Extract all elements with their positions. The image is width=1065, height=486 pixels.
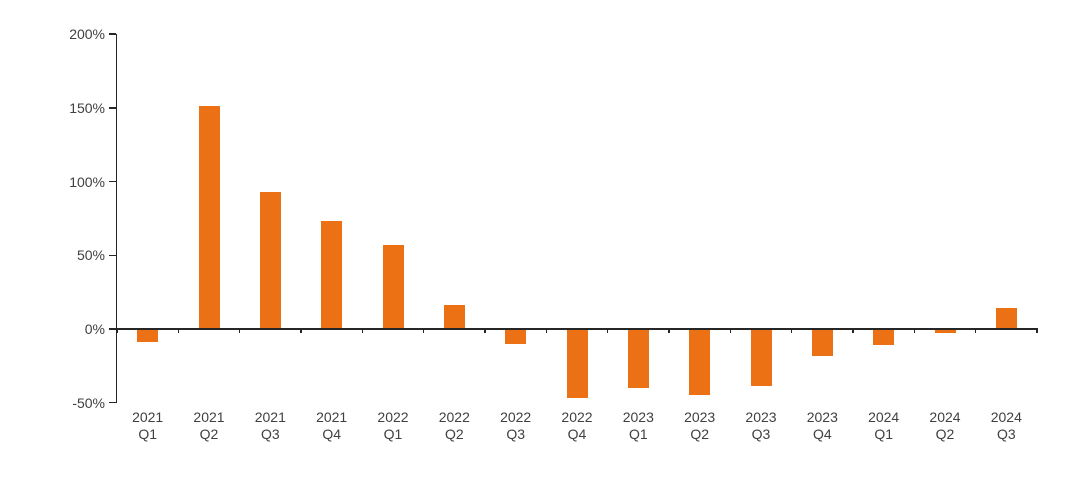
y-axis-tick	[108, 107, 116, 109]
bar-2024-q1	[873, 329, 895, 346]
x-axis-tick	[852, 328, 854, 334]
y-axis-tick	[108, 401, 116, 404]
bar-2021-q1	[137, 329, 159, 343]
y-axis-tick-label: -50%	[72, 394, 105, 411]
x-axis-tick	[1036, 328, 1038, 334]
x-axis-category-label: 2024 Q3	[990, 409, 1022, 442]
x-axis-category-label: 2022 Q2	[438, 409, 470, 442]
x-axis-tick	[422, 328, 425, 334]
bar-2024-q3	[995, 308, 1017, 329]
x-axis-line	[115, 328, 1037, 330]
bar-2022-q3	[505, 329, 527, 344]
x-axis-tick	[668, 328, 670, 334]
x-axis-category-label: 2021 Q1	[132, 409, 164, 442]
y-axis-tick-label: 50%	[76, 247, 105, 264]
x-axis-tick	[913, 328, 916, 334]
y-axis-tick-label: 0%	[84, 321, 105, 337]
y-axis-tick	[108, 328, 116, 330]
x-axis-tick	[606, 328, 609, 334]
bar-2023-q3	[750, 329, 772, 387]
x-axis-tick	[116, 328, 118, 334]
y-axis-tick	[108, 254, 116, 257]
x-axis-tick	[974, 328, 977, 334]
x-axis-category-label: 2023 Q4	[806, 409, 838, 442]
bar-2023-q1	[627, 329, 649, 388]
x-axis-category-label: 2023 Q3	[745, 409, 777, 442]
x-axis-tick	[177, 328, 180, 334]
x-axis-category-label: 2023 Q2	[684, 409, 716, 442]
x-axis-tick	[790, 328, 793, 334]
bar-2023-q2	[689, 329, 711, 396]
bar-2022-q1	[382, 244, 404, 329]
y-axis-line	[115, 34, 117, 403]
bar-2021-q2	[198, 106, 220, 329]
bar-2021-q3	[259, 191, 281, 329]
y-axis-tick-label: 150%	[69, 99, 105, 116]
bar-2022-q2	[443, 305, 465, 329]
x-axis-category-label: 2022 Q4	[561, 409, 593, 442]
y-axis-tick	[108, 33, 116, 35]
y-axis-tick-label: 100%	[69, 173, 105, 190]
x-axis-category-label: 2022 Q3	[500, 409, 532, 442]
y-axis-tick-label: 200%	[69, 26, 105, 43]
x-axis-category-label: 2022 Q1	[377, 409, 409, 442]
y-axis-tick	[108, 180, 116, 183]
x-axis-category-label: 2024 Q1	[868, 409, 900, 442]
x-axis-tick	[545, 328, 548, 334]
x-axis-tick	[300, 328, 302, 334]
bar-2023-q4	[811, 329, 833, 356]
bar-2021-q4	[321, 221, 343, 329]
x-axis-tick	[484, 328, 486, 334]
x-axis-tick	[238, 328, 241, 334]
x-axis-category-label: 2024 Q2	[929, 409, 961, 442]
x-axis-category-label: 2021 Q4	[316, 409, 348, 442]
x-axis-category-label: 2023 Q1	[622, 409, 654, 442]
x-axis-tick	[729, 328, 732, 334]
x-axis-category-label: 2021 Q3	[254, 409, 286, 442]
bar-2022-q4	[566, 329, 588, 399]
x-axis-category-label: 2021 Q2	[193, 409, 225, 442]
bar-2024-q2	[934, 329, 956, 334]
x-axis-tick	[361, 328, 364, 334]
